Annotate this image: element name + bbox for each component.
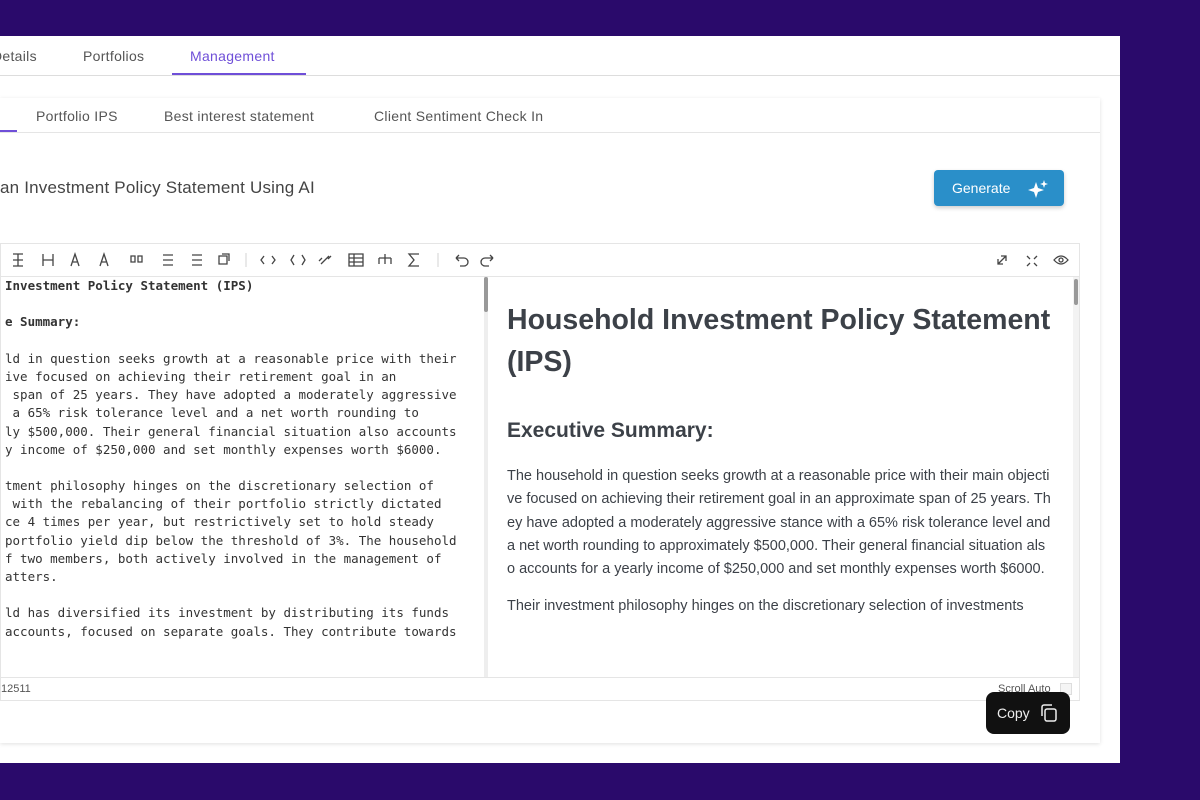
source-line: accounts, focused on separate goals. The… xyxy=(5,623,457,639)
preview-paragraph: The household in question seeks growth a… xyxy=(507,468,1051,578)
divider xyxy=(0,132,1100,133)
source-line: f two members, both actively involved in… xyxy=(5,550,442,566)
char-count: 12511 xyxy=(1,683,31,695)
preview-section: Executive Summary: xyxy=(507,419,714,442)
sparkle-icon xyxy=(1028,180,1048,198)
copy-icon xyxy=(1041,704,1057,722)
divider xyxy=(0,75,1120,76)
source-line: e Summary: xyxy=(5,314,81,330)
main-panel: Details Portfolios Management Portfolio … xyxy=(0,36,1120,763)
heading: an Investment Policy Statement Using AI xyxy=(0,178,315,197)
source-line: a 65% risk tolerance level and a net wor… xyxy=(5,405,419,421)
source-line: with the rebalancing of their portfolio … xyxy=(5,496,442,512)
source-line xyxy=(1,586,483,604)
source-line: span of 25 years. They have adopted a mo… xyxy=(5,387,457,403)
preview-paragraph: Their investment philosophy hinges on th… xyxy=(507,598,1024,615)
source-line xyxy=(1,459,483,477)
source-line: ld has diversified its investment by dis… xyxy=(5,605,450,621)
preview-pane: Household Investment Policy Statement (I… xyxy=(491,277,1069,677)
divider xyxy=(484,277,488,677)
toolbar-icons[interactable] xyxy=(13,251,1069,267)
scrollbar[interactable] xyxy=(484,277,488,312)
toolbar xyxy=(1,251,1079,277)
source-line: ive focused on achieving their retiremen… xyxy=(5,368,397,384)
preview-title: Household Investment Policy Statement (I… xyxy=(507,304,1051,378)
source-line: y income of $250,000 and set monthly exp… xyxy=(5,441,442,457)
subtab-underline xyxy=(0,130,17,132)
source-line: ce 4 times per year, but restrictively s… xyxy=(5,514,434,530)
tab[interactable]: Details xyxy=(0,48,37,64)
subtab[interactable]: Client Sentiment Check In xyxy=(374,108,544,124)
source-line: ld in question seeks growth at a reasona… xyxy=(5,350,457,366)
source-line: portfolio yield dip below the threshold … xyxy=(5,532,457,548)
source-line: Investment Policy Statement (IPS) xyxy=(5,278,254,293)
source-line: tment philosophy hinges on the discretio… xyxy=(5,478,434,494)
copy-button[interactable]: Copy xyxy=(986,692,1070,734)
status-bar: 12511 Scroll Auto xyxy=(1,677,1079,700)
editor: Investment Policy Statement (IPS) e Summa… xyxy=(0,243,1080,701)
tab[interactable]: Portfolios xyxy=(83,48,145,64)
scrollbar[interactable] xyxy=(1074,279,1078,305)
button-label: Generate xyxy=(952,180,1011,196)
source-pane[interactable]: Investment Policy Statement (IPS) e Summa… xyxy=(1,277,483,677)
button-label: Copy xyxy=(997,705,1030,721)
source-line: ly $500,000. Their general financial sit… xyxy=(5,423,457,439)
card: Portfolio IPS Best interest statement Cl… xyxy=(0,98,1100,743)
scrollbar-track xyxy=(1073,277,1079,677)
subtab[interactable]: Portfolio IPS xyxy=(36,108,118,124)
source-line xyxy=(1,295,483,313)
active-underline xyxy=(172,73,306,75)
tab-active[interactable]: Management xyxy=(190,48,275,64)
source-line xyxy=(1,332,483,350)
generate-button[interactable]: Generate xyxy=(934,170,1064,206)
source-line: atters. xyxy=(5,569,58,584)
subtab[interactable]: Best interest statement xyxy=(164,108,315,124)
